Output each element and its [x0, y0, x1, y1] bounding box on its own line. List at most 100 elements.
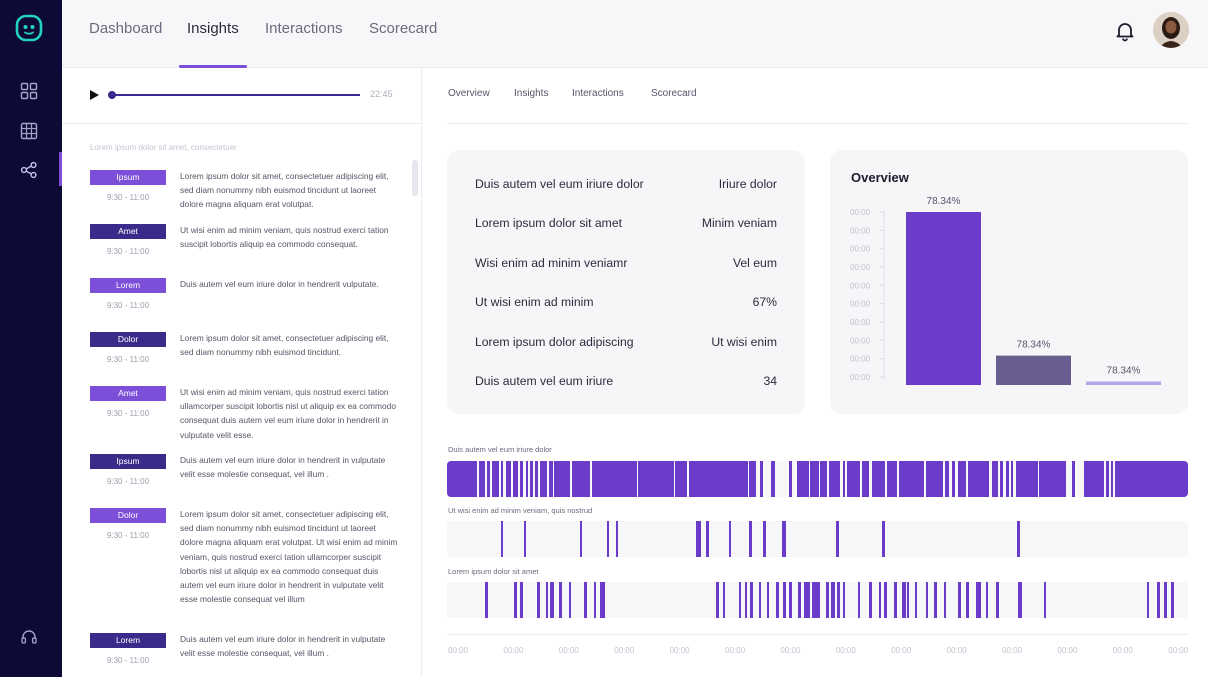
tab-scorecard[interactable]: Scorecard — [369, 20, 438, 37]
timeline-segment[interactable] — [884, 582, 888, 618]
subtab-insights[interactable]: Insights — [514, 88, 549, 99]
timeline-segment[interactable] — [1005, 461, 1009, 497]
bell-icon[interactable] — [1114, 20, 1136, 42]
timeline-segment[interactable] — [525, 461, 528, 497]
timeline-segment[interactable] — [540, 461, 548, 497]
tab-interactions[interactable]: Interactions — [265, 20, 343, 37]
timeline-segment[interactable] — [762, 521, 766, 557]
timeline-segment[interactable] — [514, 582, 517, 618]
timeline-segment[interactable] — [501, 521, 504, 557]
timeline-segment[interactable] — [926, 461, 943, 497]
timeline-segment[interactable] — [810, 461, 819, 497]
timeline-track[interactable] — [447, 521, 1188, 557]
timeline-segment[interactable] — [836, 582, 840, 618]
overview-bar[interactable] — [1086, 381, 1161, 385]
timeline-segment[interactable] — [825, 582, 829, 618]
timeline-segment[interactable] — [776, 582, 779, 618]
timeline-segment[interactable] — [558, 582, 562, 618]
timeline-segment[interactable] — [958, 582, 962, 618]
timeline-segment[interactable] — [478, 461, 485, 497]
timeline-segment[interactable] — [1016, 461, 1038, 497]
timeline-segment[interactable] — [868, 582, 872, 618]
logo-icon[interactable] — [15, 14, 43, 42]
timeline-segment[interactable] — [1156, 582, 1160, 618]
timeline-segment[interactable] — [914, 582, 917, 618]
timeline-track[interactable] — [447, 582, 1188, 618]
timeline-segment[interactable] — [893, 582, 897, 618]
tab-insights[interactable]: Insights — [187, 20, 239, 37]
timeline-segment[interactable] — [861, 461, 870, 497]
timeline-segment[interactable] — [1110, 461, 1114, 497]
timeline-segment[interactable] — [706, 521, 710, 557]
timeline-segment[interactable] — [1105, 461, 1109, 497]
timeline-segment[interactable] — [529, 461, 533, 497]
timeline-segment[interactable] — [887, 461, 897, 497]
subtab-interactions[interactable]: Interactions — [572, 88, 624, 99]
timeline-segment[interactable] — [925, 582, 928, 618]
timeline-segment[interactable] — [985, 582, 988, 618]
timeline-segment[interactable] — [689, 461, 748, 497]
timeline-segment[interactable] — [759, 461, 763, 497]
overview-bar[interactable] — [996, 355, 1071, 385]
playback-track[interactable] — [114, 94, 360, 96]
timeline-segment[interactable] — [879, 582, 882, 618]
timeline-segment[interactable] — [976, 582, 981, 618]
timeline-segment[interactable] — [996, 582, 1000, 618]
timeline-segment[interactable] — [1039, 461, 1067, 497]
timeline-segment[interactable] — [830, 582, 835, 618]
timeline-segment[interactable] — [944, 461, 949, 497]
timeline-segment[interactable] — [722, 582, 725, 618]
timeline-segment[interactable] — [535, 461, 539, 497]
timeline-segment[interactable] — [554, 461, 570, 497]
timeline-segment[interactable] — [781, 521, 786, 557]
timeline-segment[interactable] — [607, 521, 610, 557]
timeline-track[interactable] — [447, 461, 1188, 497]
timeline-segment[interactable] — [1146, 582, 1150, 618]
timeline-segment[interactable] — [758, 582, 762, 618]
timeline-segment[interactable] — [520, 461, 524, 497]
timeline-segment[interactable] — [750, 582, 754, 618]
timeline-segment[interactable] — [796, 461, 809, 497]
timeline-segment[interactable] — [505, 461, 511, 497]
timeline-segment[interactable] — [572, 461, 590, 497]
timeline-segment[interactable] — [957, 461, 966, 497]
timeline-segment[interactable] — [836, 521, 839, 557]
timeline-segment[interactable] — [881, 521, 885, 557]
timeline-segment[interactable] — [944, 582, 947, 618]
timeline-segment[interactable] — [1071, 461, 1075, 497]
timeline-segment[interactable] — [536, 582, 540, 618]
timeline-segment[interactable] — [1043, 582, 1047, 618]
timeline-segment[interactable] — [715, 582, 719, 618]
timeline-segment[interactable] — [675, 461, 688, 497]
share-icon[interactable] — [20, 161, 38, 179]
timeline-segment[interactable] — [744, 582, 748, 618]
timeline-segment[interactable] — [501, 461, 504, 497]
transcript-scrollbar[interactable] — [412, 160, 418, 196]
timeline-segment[interactable] — [1115, 461, 1188, 497]
timeline-segment[interactable] — [592, 461, 637, 497]
timeline-segment[interactable] — [1010, 461, 1014, 497]
timeline-segment[interactable] — [798, 582, 802, 618]
timeline-segment[interactable] — [820, 461, 828, 497]
timeline-segment[interactable] — [1164, 582, 1168, 618]
timeline-segment[interactable] — [966, 582, 969, 618]
timeline-segment[interactable] — [1170, 582, 1174, 618]
timeline-segment[interactable] — [1017, 582, 1022, 618]
timeline-segment[interactable] — [789, 582, 792, 618]
timeline-segment[interactable] — [871, 461, 885, 497]
timeline-segment[interactable] — [512, 461, 519, 497]
timeline-segment[interactable] — [520, 582, 523, 618]
timeline-segment[interactable] — [804, 582, 811, 618]
timeline-segment[interactable] — [770, 461, 775, 497]
timeline-segment[interactable] — [579, 521, 582, 557]
table-icon[interactable] — [20, 122, 38, 140]
subtab-scorecard[interactable]: Scorecard — [651, 88, 697, 99]
timeline-segment[interactable] — [901, 582, 906, 618]
timeline-segment[interactable] — [738, 582, 742, 618]
timeline-segment[interactable] — [933, 582, 937, 618]
timeline-segment[interactable] — [857, 582, 861, 618]
timeline-segment[interactable] — [599, 582, 605, 618]
timeline-segment[interactable] — [728, 521, 731, 557]
timeline-segment[interactable] — [999, 461, 1003, 497]
avatar[interactable] — [1153, 12, 1189, 48]
